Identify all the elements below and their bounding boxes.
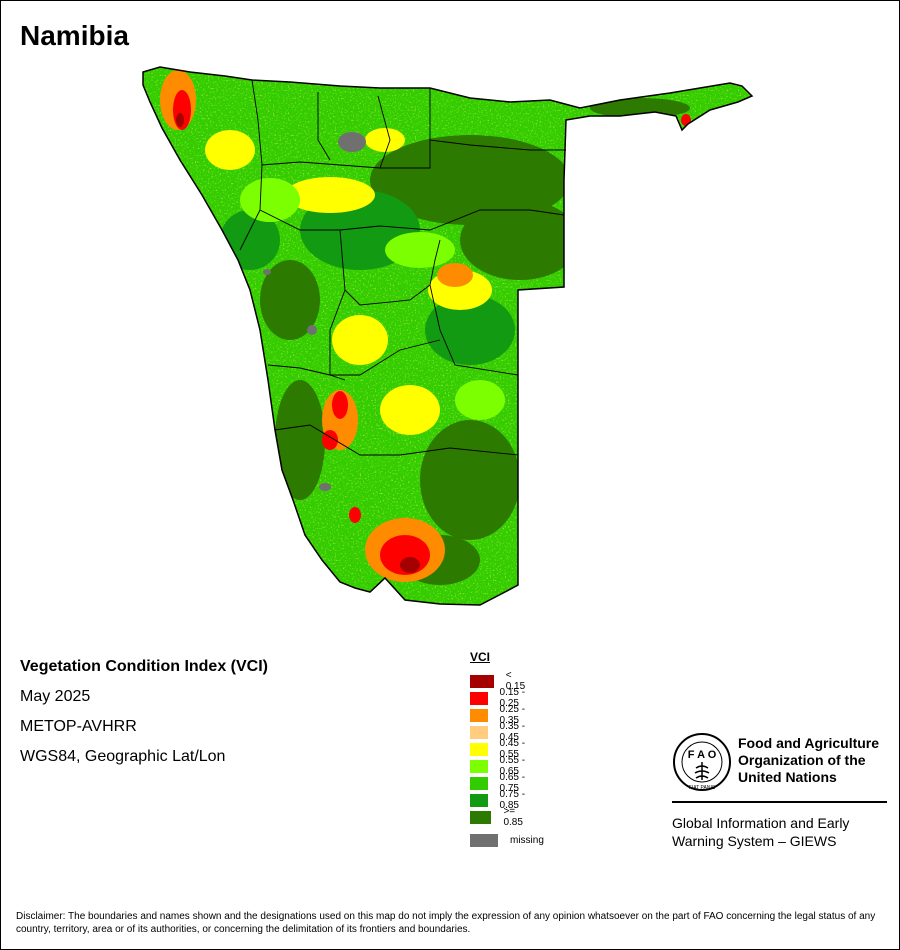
legend-item: 0.45 - 0.55 — [470, 738, 529, 760]
moderate-vci-zones — [205, 128, 492, 435]
legend-swatch — [470, 725, 488, 739]
legend-swatch — [470, 674, 494, 688]
legend-label: 0.75 - 0.85 — [499, 789, 526, 811]
legend-title: VCI — [470, 650, 491, 664]
legend-swatch — [470, 742, 488, 756]
vci-raster — [143, 67, 752, 605]
legend-label: 0.65 - 0.75 — [499, 772, 526, 794]
legend-item: 0.55 - 0.65 — [470, 755, 529, 777]
giews-line: Global Information and Early — [672, 815, 850, 831]
period-label: May 2025 — [20, 688, 91, 705]
fao-divider — [672, 801, 887, 803]
legend-swatch — [470, 691, 488, 705]
fao-name-line: Organization of the — [738, 752, 866, 768]
legend-swatch — [470, 708, 488, 722]
sensor-label: METOP-AVHRR — [20, 718, 137, 735]
legend-item: 0.25 - 0.35 — [470, 704, 529, 726]
fao-logo-icon: F A O FIAT PANIS — [673, 733, 731, 791]
giews-label: Global Information and Early Warning Sys… — [672, 814, 849, 850]
fao-name-line: United Nations — [738, 769, 837, 785]
legend-label: 0.35 - 0.45 — [499, 721, 526, 743]
fao-name-line: Food and Agriculture — [738, 735, 880, 751]
legend-label: 0.25 - 0.35 — [499, 704, 526, 726]
legend-label: 0.55 - 0.65 — [499, 755, 526, 777]
index-name: Vegetation Condition Index (VCI) — [20, 658, 268, 675]
map-title: Namibia — [20, 20, 129, 51]
legend-label: < 0.15 — [505, 670, 526, 692]
light-green-vci-zones — [240, 178, 505, 420]
legend-item: >= 0.85 — [470, 806, 529, 828]
high-vci-zones — [260, 98, 690, 585]
legend-swatch — [470, 793, 488, 807]
region-boundaries — [239, 79, 566, 456]
legend-item: 0.15 - 0.25 — [470, 687, 529, 709]
legend-swatch — [470, 776, 488, 790]
missing-data-zones — [263, 132, 366, 491]
legend-item: < 0.15 — [470, 670, 529, 692]
legend-label: 0.15 - 0.25 — [499, 687, 526, 709]
legend-item-missing: missing — [470, 834, 544, 847]
legend-swatch — [470, 810, 492, 824]
namibia-map — [142, 66, 753, 606]
legend-swatch-missing — [470, 834, 498, 847]
fao-logo-letters: F A O — [688, 749, 717, 761]
giews-line: Warning System – GIEWS — [672, 833, 837, 849]
legend-item: 0.35 - 0.45 — [470, 721, 529, 743]
vci-legend: VCI < 0.15 0.15 - 0.25 0.25 - 0.35 0.35 … — [470, 650, 544, 847]
fao-organization-name: Food and Agriculture Organization of the… — [738, 735, 879, 786]
projection-label: WGS84, Geographic Lat/Lon — [20, 748, 226, 765]
disclaimer-text: Disclaimer: The boundaries and names sho… — [16, 911, 876, 935]
legend-item: 0.65 - 0.75 — [470, 772, 529, 794]
dark-red-vci-zones — [176, 113, 420, 573]
legend-label-missing: missing — [510, 835, 544, 846]
legend-label: >= 0.85 — [503, 806, 523, 828]
red-vci-zones — [173, 90, 691, 575]
legend-swatch — [470, 759, 488, 773]
fao-logo-motto: FIAT PANIS — [689, 785, 716, 791]
legend-item: 0.75 - 0.85 — [470, 789, 529, 811]
legend-label: 0.45 - 0.55 — [499, 738, 526, 760]
